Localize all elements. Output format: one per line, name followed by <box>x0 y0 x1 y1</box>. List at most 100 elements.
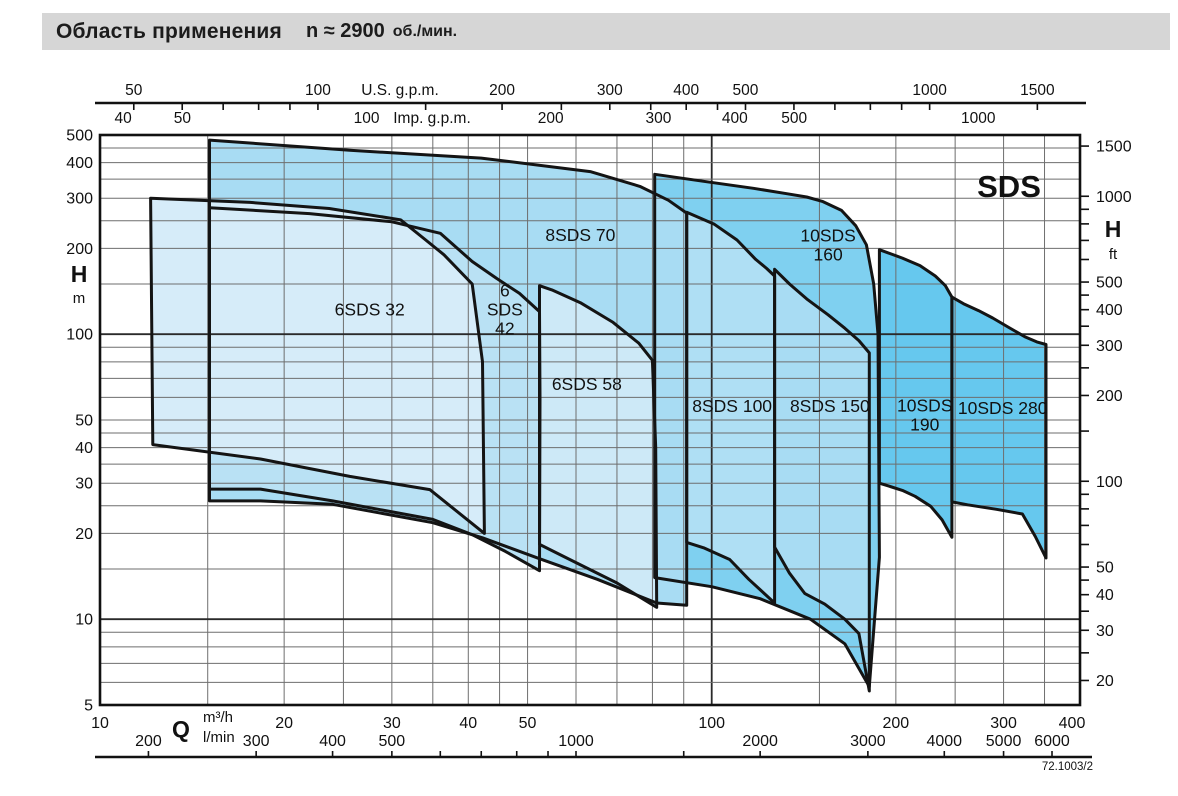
h-ft-axis-title: H <box>1105 216 1122 242</box>
y-axis-left: 500 400 300 200 100 50 40 30 20 10 5 Hm <box>66 128 93 715</box>
us-gpm-tick-label: 200 <box>489 82 515 99</box>
speed-value: n ≈ 2900 <box>305 20 385 42</box>
h-m-tick-label: 5 <box>84 698 93 715</box>
region-label-10sds-160: 160 <box>814 244 843 264</box>
q-lmin-tick-label: 3000 <box>850 733 886 750</box>
h-m-tick-label: 10 <box>75 612 93 629</box>
us-gpm-tick-label: 300 <box>597 82 623 99</box>
y-axis-right: 1500 1000 500 400 300 200 100 50 40 30 20 Hft <box>1080 139 1132 690</box>
us-gpm-tick-label: 1000 <box>912 82 947 99</box>
q-axis-title: Q <box>172 716 190 742</box>
us-gpm-caption: U.S. g.p.m. <box>361 82 439 99</box>
region-outline-6sds-32 <box>149 196 486 535</box>
region-outline-8sds-100 <box>685 210 777 605</box>
region-outline-10sds-280 <box>950 295 1048 560</box>
h-m-tick-label: 400 <box>66 155 93 172</box>
region-label-6sds-42: SDS <box>487 300 523 320</box>
q-m3h-tick-label: 300 <box>990 715 1017 732</box>
h-m-tick-label: 50 <box>75 413 93 430</box>
h-ft-tick-label: 1500 <box>1096 139 1132 156</box>
q-lmin-tick-label: 4000 <box>926 733 962 750</box>
plot-border <box>98 133 1082 707</box>
h-m-tick-label: 100 <box>66 327 93 344</box>
figure-number: 72.1003/2 <box>1042 761 1093 773</box>
h-m-tick-label: 200 <box>66 241 93 258</box>
region-label-8sds-100: 8SDS 100 <box>692 396 772 416</box>
region-label-8sds-150: 8SDS 150 <box>790 396 870 416</box>
region-label-6sds-42: 42 <box>495 319 514 339</box>
region-label-10sds-160: 10SDS <box>800 225 855 245</box>
h-m-tick-label: 300 <box>66 191 93 208</box>
q-m3h-tick-label: 100 <box>698 715 725 732</box>
region-label-6sds-42: 6 <box>500 281 510 301</box>
imp-gpm-tick-label: 100 <box>354 110 380 127</box>
q-lmin-tick-label: 6000 <box>1034 733 1070 750</box>
region-outline-6sds-58 <box>538 284 659 609</box>
imp-gpm-tick-label: 300 <box>645 110 671 127</box>
brand-label: SDS <box>977 169 1041 204</box>
q-lmin-tick-label: 5000 <box>986 733 1022 750</box>
h-ft-tick-label: 50 <box>1096 560 1114 577</box>
region-outline-10sds-160 <box>653 172 881 689</box>
us-gpm-tick-label: 100 <box>305 82 331 99</box>
h-ft-tick-label: 100 <box>1096 474 1123 491</box>
q-m3h-tick-label: 400 <box>1059 715 1086 732</box>
imp-gpm-tick-label: 40 <box>115 110 133 127</box>
region-label-10sds-190: 10SDS <box>897 396 952 416</box>
h-ft-tick-label: 500 <box>1096 275 1123 292</box>
h-ft-tick-label: 300 <box>1096 338 1123 355</box>
imp-gpm-tick-label: 1000 <box>961 110 996 127</box>
h-m-tick-label: 20 <box>75 526 93 543</box>
regions-outline-layer <box>149 138 1048 693</box>
q-lmin-tick-label: 300 <box>243 733 270 750</box>
region-fill-10sds-280 <box>951 297 1046 558</box>
q-lmin-tick-label: 2000 <box>742 733 778 750</box>
h-ft-tick-label: 40 <box>1096 587 1114 604</box>
h-ft-tick-label: 400 <box>1096 302 1123 319</box>
q-m3h-tick-label: 10 <box>91 715 109 732</box>
region-label-6sds-58: 6SDS 58 <box>552 374 622 394</box>
q-m3h-tick-label: 50 <box>519 715 537 732</box>
q-lmin-tick-label: 400 <box>319 733 346 750</box>
q-lmin-tick-label: 200 <box>135 733 162 750</box>
region-outline-8sds-150 <box>773 267 871 693</box>
x-axis-bottom: 10 20 30 40 50 100 200 300 400 Q m³/h l/min 200 300 40… <box>91 709 1092 759</box>
imp-gpm-tick-label: 400 <box>722 110 748 127</box>
q-m3h-tick-label: 30 <box>383 715 401 732</box>
region-label-10sds-190: 190 <box>910 415 939 435</box>
us-gpm-tick-label: 400 <box>673 82 699 99</box>
region-label-8sds-70: 8SDS 70 <box>545 225 615 245</box>
imp-gpm-caption: Imp. g.p.m. <box>393 110 471 127</box>
q-m3h-tick-label: 200 <box>883 715 910 732</box>
us-gpm-tick-label: 1500 <box>1020 82 1055 99</box>
imp-gpm-tick-label: 200 <box>538 110 564 127</box>
region-outline-10sds-190 <box>877 248 954 539</box>
q-lmin-tick-label: 1000 <box>558 733 594 750</box>
q-m3h-tick-label: 40 <box>459 715 477 732</box>
region-fill-10sds-190 <box>879 249 952 538</box>
region-fill-6sds-32 <box>150 198 485 534</box>
h-ft-tick-label: 30 <box>1096 623 1114 640</box>
region-label-10sds-280: 10SDS 280 <box>958 398 1048 418</box>
h-m-tick-label: 30 <box>75 476 93 493</box>
imp-gpm-tick-label: 50 <box>174 110 192 127</box>
h-ft-tick-label: 200 <box>1096 388 1123 405</box>
page-title: Область применения <box>56 19 282 43</box>
h-ft-tick-label: 20 <box>1096 673 1114 690</box>
q-axis-unit-m3h: m³/h <box>203 709 233 726</box>
h-m-axis-unit: m <box>73 290 86 307</box>
grid-layer <box>100 135 1080 705</box>
title-bar: Область применения n ≈ 2900 об./мин. <box>42 13 1170 50</box>
region-fill-6sds-58 <box>539 285 657 608</box>
h-m-axis-title: H <box>71 261 88 287</box>
region-outline-6sds-42 <box>208 206 542 573</box>
region-fill-8sds-150 <box>774 269 870 691</box>
q-axis-unit-lmin: l/min <box>203 729 235 746</box>
h-m-tick-label: 500 <box>66 128 93 145</box>
us-gpm-tick-label: 500 <box>733 82 759 99</box>
